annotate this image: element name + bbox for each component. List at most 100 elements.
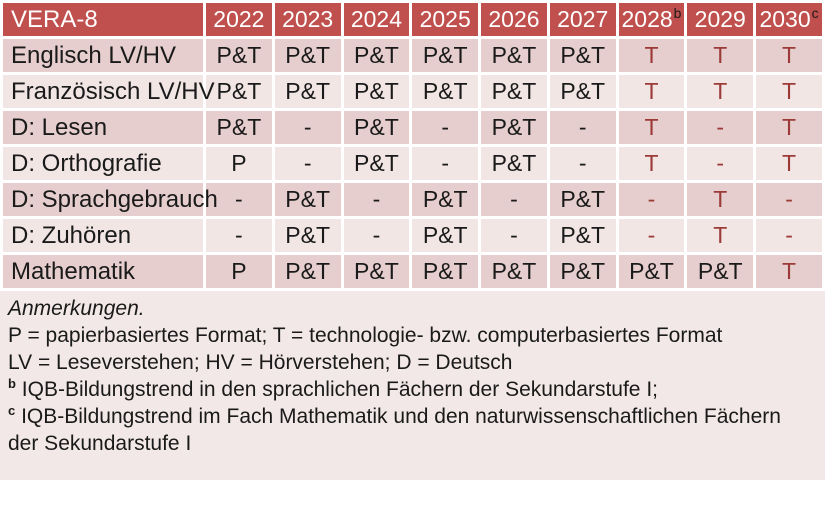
format-cell: - <box>412 147 479 180</box>
format-cell: P <box>206 147 272 180</box>
format-cell: T <box>618 111 685 144</box>
format-cell: - <box>343 219 410 252</box>
format-cell: P <box>206 255 272 288</box>
format-cell: P&T <box>274 255 341 288</box>
year-header-2022: 2022 <box>206 3 272 36</box>
note-line: LV = Leseverstehen; HV = Hörverstehen; D… <box>8 351 513 374</box>
format-cell: P&T <box>274 183 341 216</box>
format-cell: P&T <box>274 39 341 72</box>
format-cell: T <box>618 75 685 108</box>
note-line: b IQB-Bildungstrend in den sprachlichen … <box>8 376 658 401</box>
format-cell: - <box>756 219 822 252</box>
format-cell: T <box>756 147 822 180</box>
format-cell: P&T <box>618 255 685 288</box>
table-row: D: Sprachgebrauch - P&T - P&T - P&T - T - <box>3 183 822 216</box>
format-cell: P&T <box>412 255 479 288</box>
format-cell: P&T <box>412 219 479 252</box>
format-cell: P&T <box>549 183 616 216</box>
table-row: D: Zuhören - P&T - P&T - P&T - T - <box>3 219 822 252</box>
format-cell: P&T <box>343 147 410 180</box>
format-cell: P&T <box>274 219 341 252</box>
format-cell: T <box>687 183 754 216</box>
format-cell: - <box>481 219 547 252</box>
year-header-2023: 2023 <box>274 3 341 36</box>
format-cell: T <box>687 39 754 72</box>
format-cell: - <box>412 111 479 144</box>
format-cell: T <box>618 147 685 180</box>
table-row: Mathematik P P&T P&T P&T P&T P&T P&T P&T T <box>3 255 822 288</box>
format-cell: T <box>756 255 822 288</box>
format-cell: P&T <box>687 255 754 288</box>
format-cell: P&T <box>343 39 410 72</box>
format-cell: P&T <box>412 39 479 72</box>
format-cell: T <box>756 39 822 72</box>
year-header-2029: 2029 <box>687 3 754 36</box>
format-cell: P&T <box>206 39 272 72</box>
format-cell: T <box>756 75 822 108</box>
format-cell: P&T <box>343 75 410 108</box>
format-cell: - <box>206 219 272 252</box>
footnote-marker-b: b <box>8 376 16 391</box>
notes-heading: Anmerkungen. <box>8 297 145 320</box>
format-cell: - <box>206 183 272 216</box>
format-cell: P&T <box>412 75 479 108</box>
note-line: P = papierbasiertes Format; T = technolo… <box>8 324 723 347</box>
header-row: VERA-8 2022 2023 2024 2025 2026 2027 2028b 2029… <box>3 3 822 36</box>
format-cell: - <box>549 111 616 144</box>
format-cell: P&T <box>274 75 341 108</box>
year-header-2026: 2026 <box>481 3 547 36</box>
format-cell: - <box>687 111 754 144</box>
format-cell: P&T <box>206 111 272 144</box>
notes-section: Anmerkungen. P = papierbasiertes Format;… <box>0 291 825 480</box>
year-header-2028: 2028b <box>618 3 685 36</box>
format-cell: - <box>618 183 685 216</box>
row-label: D: Sprachgebrauch <box>3 183 218 216</box>
format-cell: P&T <box>412 183 479 216</box>
year-header-2027: 2027 <box>549 3 616 36</box>
row-label: D: Lesen <box>3 111 203 144</box>
format-cell: P&T <box>481 255 547 288</box>
row-label: Englisch LV/HV <box>3 39 203 72</box>
table-row: D: Lesen P&T - P&T - P&T - T - T <box>3 111 822 144</box>
table-row: D: Orthografie P - P&T - P&T - T - T <box>3 147 822 180</box>
vera8-schedule-table: VERA-8 2022 2023 2024 2025 2026 2027 2028b 2029… <box>3 3 822 288</box>
footnote-marker-c: c <box>8 403 16 418</box>
format-cell: - <box>756 183 822 216</box>
format-cell: P&T <box>343 111 410 144</box>
format-cell: P&T <box>549 75 616 108</box>
format-cell: P&T <box>481 75 547 108</box>
format-cell: T <box>618 39 685 72</box>
format-cell: T <box>687 75 754 108</box>
year-header-2025: 2025 <box>412 3 479 36</box>
row-label: Mathematik <box>3 255 203 288</box>
format-cell: - <box>618 219 685 252</box>
format-cell: - <box>481 183 547 216</box>
format-cell: T <box>687 219 754 252</box>
table-row: Englisch LV/HV P&T P&T P&T P&T P&T P&T T T T <box>3 39 822 72</box>
row-label: Französisch LV/HV <box>3 75 215 108</box>
format-cell: P&T <box>206 75 272 108</box>
row-label: D: Zuhören <box>3 219 203 252</box>
format-cell: P&T <box>481 39 547 72</box>
format-cell: P&T <box>549 255 616 288</box>
format-cell: P&T <box>481 111 547 144</box>
year-header-2030: 2030c <box>756 3 822 36</box>
row-label: D: Orthografie <box>3 147 203 180</box>
table-title-cell: VERA-8 <box>3 3 203 36</box>
footnote-marker-c: c <box>811 5 819 22</box>
format-cell: - <box>274 111 341 144</box>
format-cell: T <box>756 111 822 144</box>
format-cell: P&T <box>481 147 547 180</box>
format-cell: P&T <box>343 255 410 288</box>
year-header-2024: 2024 <box>343 3 410 36</box>
format-cell: - <box>274 147 341 180</box>
footnote-marker-b: b <box>673 5 682 22</box>
table-body: Englisch LV/HV P&T P&T P&T P&T P&T P&T T T T Franz… <box>3 39 822 288</box>
format-cell: - <box>549 147 616 180</box>
format-cell: - <box>687 147 754 180</box>
table-row: Französisch LV/HV P&T P&T P&T P&T P&T P&T T T T <box>3 75 822 108</box>
format-cell: P&T <box>549 219 616 252</box>
format-cell: - <box>343 183 410 216</box>
format-cell: P&T <box>549 39 616 72</box>
